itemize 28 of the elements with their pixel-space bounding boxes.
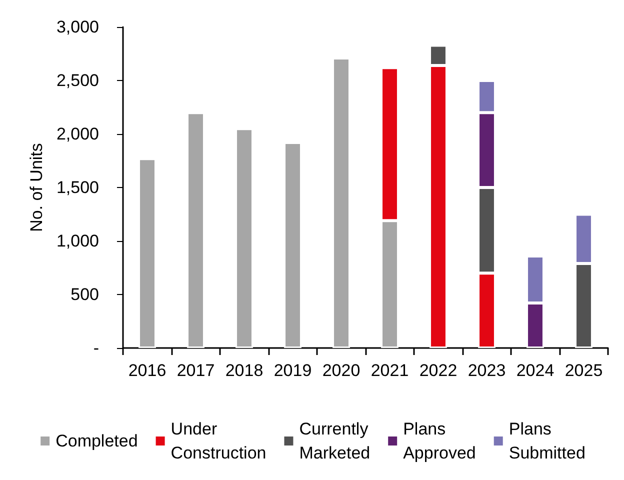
x-tick-label: 2017: [176, 361, 215, 380]
bar: [187, 112, 204, 348]
x-tick-label: 2023: [468, 361, 506, 380]
x-tick-label: 2022: [419, 361, 458, 380]
y-tick-label: -: [93, 338, 99, 358]
x-tick-label: 2020: [322, 361, 360, 380]
y-axis-title: No. of Units: [27, 143, 46, 232]
x-tick-label: 2025: [564, 361, 603, 380]
x-tick-label: 2024: [516, 361, 554, 380]
legend-label: Under Construction: [170, 420, 266, 462]
y-tick-label: 2,000: [56, 124, 99, 144]
y-tick-label: 1,000: [56, 232, 99, 250]
bar: [332, 58, 350, 348]
y-tick-label: 500: [70, 285, 99, 304]
legend-label: Plans Submitted: [508, 420, 586, 462]
legend-label: Completed: [56, 432, 138, 450]
bar: [236, 128, 253, 348]
y-tick-label: 3,000: [56, 18, 99, 36]
bar: [284, 142, 302, 348]
legend-label: Currently Marketed: [299, 420, 370, 462]
x-tick-label: 2016: [128, 361, 166, 380]
x-tick-label: 2021: [370, 361, 409, 380]
bar: [138, 158, 156, 348]
y-tick-label: 1,500: [56, 178, 99, 197]
legend-label: Plans Approved: [403, 420, 476, 462]
x-tick-label: 2018: [225, 361, 264, 380]
y-tick-label: 2,500: [56, 71, 99, 90]
x-tick-label: 2019: [274, 361, 312, 380]
